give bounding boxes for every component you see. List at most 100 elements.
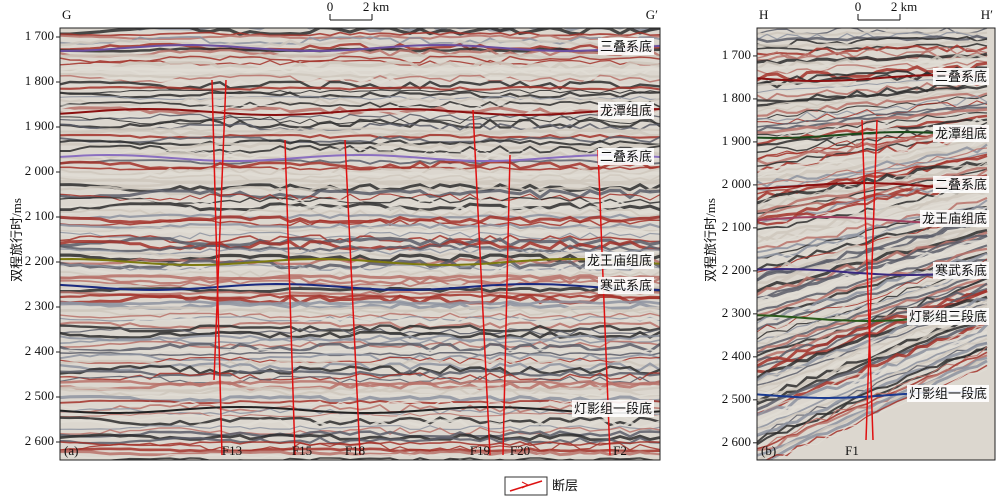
horizon-label-bg (932, 67, 989, 85)
horizon-line (60, 107, 660, 117)
reflector (60, 86, 660, 91)
y-tick-label: 2 600 (722, 434, 751, 449)
reflector (60, 34, 660, 40)
reflector (757, 100, 988, 125)
reflector (60, 279, 660, 288)
y-axis-label: 双程旅行时/ms (9, 198, 24, 282)
reflector (60, 400, 660, 411)
y-tick-label: 2 000 (25, 163, 54, 178)
reflector (757, 102, 988, 128)
horizon-line (60, 43, 660, 53)
horizon-label-bg (571, 399, 654, 417)
reflector (60, 348, 660, 353)
fault-label: F2 (613, 443, 627, 458)
reflector (60, 219, 660, 227)
reflector (60, 404, 660, 413)
scale-label: 2 km (363, 0, 389, 14)
horizon-label-bg (597, 276, 654, 294)
reflector (757, 289, 988, 368)
reflector (60, 215, 660, 224)
reflector (60, 274, 660, 281)
reflector (757, 143, 988, 188)
reflector (60, 116, 660, 125)
reflector (60, 467, 660, 472)
reflector (60, 306, 660, 313)
reflector (757, 94, 988, 120)
reflector (60, 174, 660, 182)
y-axis-label: 双程旅行时/ms (703, 198, 718, 282)
reflector (757, 295, 988, 380)
reflector (60, 226, 660, 232)
reflector (60, 22, 660, 27)
reflector (757, 139, 988, 178)
horizon-label: 三叠系底 (935, 69, 987, 84)
horizon-label-bg (932, 124, 989, 142)
reflector (60, 454, 660, 459)
y-tick-label: 2 200 (25, 253, 54, 268)
reflector (757, 282, 988, 362)
reflector (60, 381, 660, 391)
reflector (60, 35, 660, 45)
reflector (757, 40, 988, 49)
horizon-label-bg (597, 101, 654, 119)
reflector (60, 464, 660, 467)
reflector (757, 132, 988, 173)
reflector (884, 28, 988, 30)
reflector (60, 364, 660, 376)
reflector (60, 369, 660, 377)
legend-label: 断层 (552, 478, 578, 493)
reflector (60, 133, 660, 139)
section-end: G′ (646, 7, 658, 22)
reflector (60, 386, 660, 393)
y-tick-label: 2 300 (25, 298, 54, 313)
y-tick-label: 2 600 (25, 433, 54, 448)
reflector (757, 161, 988, 205)
reflector (757, 17, 987, 22)
reflector (60, 276, 660, 285)
horizon-label: 灯影组三段底 (909, 309, 987, 324)
horizon-label-bg (597, 147, 654, 165)
reflector (60, 312, 660, 319)
reflector (60, 426, 660, 435)
reflector (60, 317, 660, 327)
reflector (60, 205, 660, 215)
reflector (757, 91, 988, 113)
reflector (60, 159, 660, 165)
reflector (60, 127, 660, 133)
reflector (757, 84, 988, 107)
y-tick-label: 1 700 (25, 28, 54, 43)
reflector (60, 208, 660, 218)
reflector (757, 106, 988, 133)
reflector (60, 416, 660, 427)
horizon-label: 灯影组一段底 (909, 386, 987, 401)
reflector (60, 89, 660, 94)
reflector (757, 187, 988, 241)
reflector (60, 300, 660, 306)
y-tick-label: 2 500 (722, 391, 751, 406)
section-frame (59, 27, 661, 461)
y-tick-label: 1 800 (722, 90, 751, 105)
y-tick-label: 2 500 (25, 388, 54, 403)
y-tick-label: 1 700 (722, 47, 751, 62)
fault-label: F1 (845, 443, 859, 458)
y-tick-label: 1 800 (25, 73, 54, 88)
reflector (757, 276, 988, 354)
seismic-section (60, 22, 660, 472)
fault-line (344, 139, 361, 456)
scale-label: 0 (327, 0, 334, 14)
horizon-line (60, 153, 660, 162)
reflector (60, 213, 660, 220)
fault-label: F13 (222, 443, 242, 458)
reflector (60, 342, 660, 353)
reflector (757, 59, 988, 75)
reflector (757, 273, 988, 354)
y-tick-label: 1 900 (25, 118, 54, 133)
scale-label: 0 (855, 0, 862, 14)
y-tick-label: 2 300 (722, 305, 751, 320)
horizon-label-bg (906, 307, 989, 325)
reflector (757, 317, 988, 411)
y-tick-label: 1 900 (722, 133, 751, 148)
reflector (101, 457, 658, 460)
reflector (757, 337, 988, 431)
